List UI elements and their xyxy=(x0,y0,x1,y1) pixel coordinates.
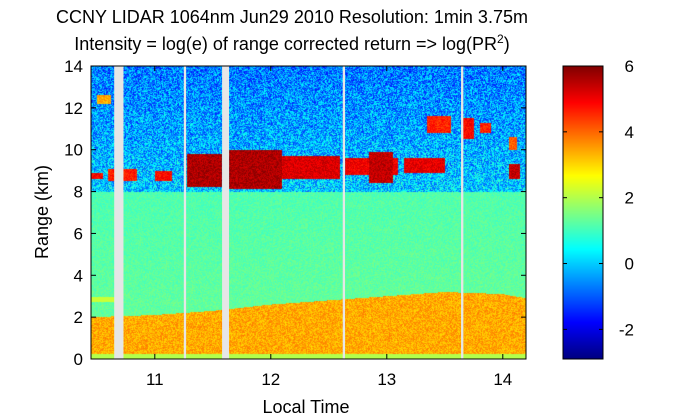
x-tick-label: 12 xyxy=(261,370,280,389)
data-gap xyxy=(114,66,124,359)
subtitle-superscript: 2 xyxy=(497,32,504,46)
x-axis-label: Local Time xyxy=(262,397,349,417)
subtitle-suffix: ) xyxy=(504,34,510,54)
chart-subtitle: Intensity = log(e) of range corrected re… xyxy=(74,32,509,54)
y-tick-label: 6 xyxy=(74,224,83,243)
subtitle-prefix: Intensity = log(e) of range corrected re… xyxy=(74,34,497,54)
y-tick-label: 8 xyxy=(74,183,83,202)
y-tick-label: 4 xyxy=(74,266,83,285)
colorbar-axis: -2 0 2 4 6 xyxy=(563,57,634,339)
data-gap xyxy=(183,66,187,359)
plot-frame xyxy=(90,65,527,360)
y-axis: 0 2 4 6 8 10 12 14 xyxy=(64,57,526,369)
y-tick-label: 12 xyxy=(64,99,83,118)
data-gap xyxy=(342,66,346,359)
data-gap xyxy=(222,66,230,359)
x-tick-label: 11 xyxy=(146,370,164,389)
x-tick-label: 13 xyxy=(377,370,396,389)
colorbar-tick-label: -2 xyxy=(619,320,634,339)
y-tick-label: 2 xyxy=(74,308,83,327)
y-tick-label: 0 xyxy=(74,350,83,369)
y-tick-label: 14 xyxy=(64,57,83,76)
plot-area: 11 12 13 14 0 2 4 6 8 10 12 14 xyxy=(64,57,527,389)
y-axis-label: Range (km) xyxy=(32,165,52,259)
colorbar-frame xyxy=(562,65,604,360)
colorbar-tick-label: 4 xyxy=(625,123,634,142)
colorbar-tick-label: 6 xyxy=(625,57,634,76)
data-gap xyxy=(461,66,464,359)
data-gaps xyxy=(114,66,464,359)
heatmap-image xyxy=(91,66,526,359)
x-tick-label: 14 xyxy=(493,370,512,389)
x-axis: 11 12 13 14 xyxy=(146,66,512,389)
y-tick-label: 10 xyxy=(64,141,83,160)
colorbar-tick-label: 0 xyxy=(625,255,634,274)
colorbar-gradient xyxy=(563,66,603,359)
colorbar-container xyxy=(563,66,603,359)
colorbar-tick-label: 2 xyxy=(625,189,634,208)
colorbar: -2 0 2 4 6 xyxy=(562,57,634,360)
heatmap-container xyxy=(91,66,526,359)
chart-title: CCNY LIDAR 1064nm Jun29 2010 Resolution:… xyxy=(56,7,528,27)
